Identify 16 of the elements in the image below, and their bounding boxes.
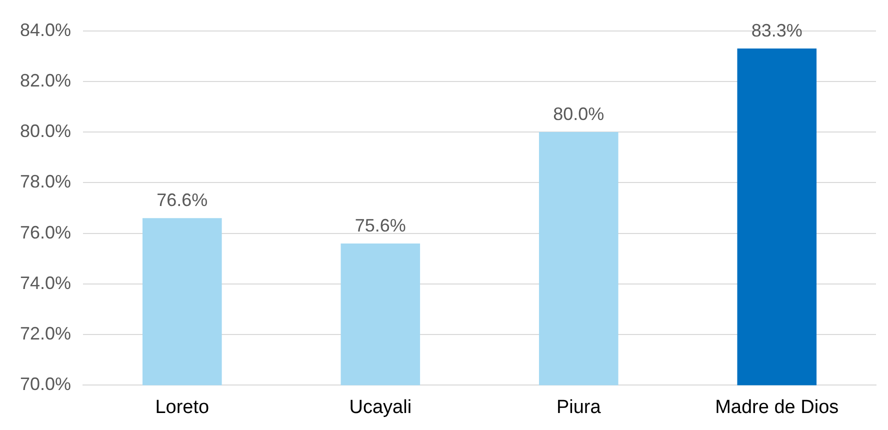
x-tick-label: Loreto — [155, 396, 210, 418]
y-tick-label: 74.0% — [20, 272, 72, 293]
x-tick-label: Madre de Dios — [715, 396, 839, 418]
y-tick-label: 84.0% — [20, 20, 72, 40]
data-label: 76.6% — [156, 190, 208, 210]
x-tick-label: Ucayali — [349, 396, 412, 418]
y-tick-label: 72.0% — [20, 324, 72, 344]
data-label: 80.0% — [553, 104, 604, 124]
y-tick-label: 80.0% — [20, 121, 72, 142]
data-label: 75.6% — [354, 215, 406, 236]
y-tick-label: 82.0% — [20, 70, 72, 90]
y-tick-label: 76.0% — [20, 222, 72, 242]
data-label: 83.3% — [751, 20, 802, 40]
x-tick-label: Piura — [556, 396, 602, 418]
y-tick-label: 78.0% — [20, 172, 72, 192]
y-tick-label: 70.0% — [20, 374, 72, 394]
